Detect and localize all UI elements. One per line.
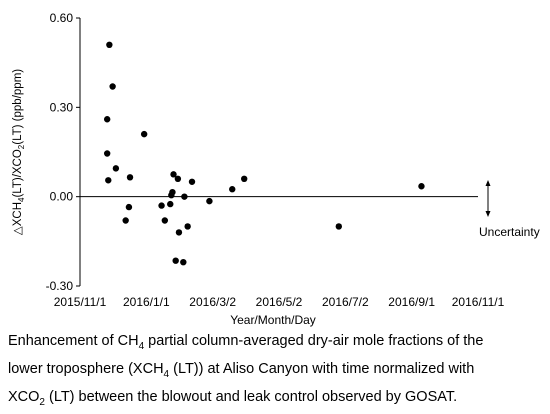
- data-point: [170, 171, 177, 178]
- uncertainty-arrow-head-down: [485, 211, 491, 217]
- x-tick-label: 2016/1/1: [123, 295, 170, 309]
- data-point: [206, 197, 213, 205]
- data-point: [184, 223, 191, 230]
- caption-line-1: Enhancement of CH4 partial column-averag…: [8, 330, 544, 358]
- data-point: [140, 130, 148, 138]
- data-point: [103, 116, 111, 123]
- y-title-sub-2: 2: [17, 144, 26, 149]
- data-point: [105, 177, 112, 184]
- data-point: [125, 203, 133, 211]
- data-point: [158, 202, 165, 209]
- caption-line-3-b: (LT) between the blowout and leak contro…: [44, 388, 458, 405]
- caption-line-1-b: partial column-averaged dry-air mole fra…: [144, 333, 484, 349]
- caption-line-3-sub: 2: [39, 396, 45, 408]
- data-point: [229, 186, 236, 193]
- caption-line-2-a: lower troposphere (XCH: [8, 360, 164, 377]
- y-title-sub-1: 4: [17, 197, 26, 202]
- data-point: [180, 258, 187, 266]
- uncertainty-label: Uncertainty: [479, 225, 540, 239]
- caption-line-2-sub: 4: [163, 368, 170, 380]
- x-axis-ticks: 2015/11/1 2016/1/1 2016/3/2 2016/5/2 2016/7/…: [54, 295, 505, 309]
- x-tick-label: 2015/11/1: [54, 295, 107, 309]
- data-point: [172, 257, 179, 264]
- data-point: [103, 150, 111, 157]
- y-axis-ticks: 0.60 0.30 0.00 -0.30: [46, 11, 80, 293]
- y-title-part-2: (LT)/XCO: [12, 149, 24, 197]
- scatter-chart: 0.60 0.30 0.00 -0.30 2015/11/1 2016/1/1 2016/…: [12, 11, 540, 327]
- y-tick-label: -0.30: [46, 279, 74, 293]
- data-point: [109, 83, 116, 90]
- data-point: [167, 200, 174, 208]
- data-point: [126, 174, 134, 181]
- caption-line-2: lower troposphere (XCH4 (LT)) at Aliso C…: [8, 358, 544, 386]
- caption-line-3: XCO2 (LT) between the blowout and leak c…: [8, 386, 544, 414]
- x-tick-label: 2016/5/2: [256, 295, 303, 309]
- uncertainty-arrow-head-up: [485, 180, 491, 186]
- plot-area: [79, 18, 478, 286]
- data-point: [175, 229, 183, 236]
- x-axis-title: Year/Month/Day: [230, 313, 316, 327]
- caption-line-2-b: (LT)) at Aliso Canyon with time normaliz…: [169, 360, 475, 377]
- figure-caption: Enhancement of CH4 partial column-averag…: [8, 330, 544, 414]
- data-point: [335, 223, 343, 230]
- data-points: [103, 41, 425, 266]
- y-tick-label: 0.00: [50, 190, 74, 204]
- y-tick-label: 0.60: [50, 11, 74, 25]
- data-point: [106, 41, 113, 48]
- y-title-part-1: △XCH: [12, 202, 24, 235]
- x-tick-label: 2016/9/1: [388, 295, 435, 309]
- data-point: [169, 189, 176, 196]
- data-point: [161, 217, 169, 224]
- caption-line-3-a: XCO: [8, 388, 40, 405]
- caption-line-1-a: Enhancement of CH: [8, 333, 139, 349]
- data-point: [122, 217, 129, 224]
- data-point: [181, 193, 188, 200]
- x-tick-label: 2016/11/1: [452, 295, 505, 309]
- y-title-part-3: (LT) (ppb/ppm): [12, 69, 24, 145]
- data-point: [418, 183, 425, 190]
- caption-line-1-sub: 4: [138, 340, 145, 352]
- x-tick-label: 2016/3/2: [189, 295, 236, 309]
- y-tick-label: 0.30: [50, 100, 74, 114]
- data-point: [241, 175, 248, 182]
- uncertainty-marker: Uncertainty: [479, 180, 540, 239]
- x-tick-label: 2016/7/2: [322, 295, 369, 309]
- y-axis-title: △XCH4(LT)/XCO2(LT) (ppb/ppm): [12, 69, 26, 235]
- data-point: [188, 178, 196, 185]
- data-point: [112, 165, 120, 172]
- data-point: [174, 175, 182, 182]
